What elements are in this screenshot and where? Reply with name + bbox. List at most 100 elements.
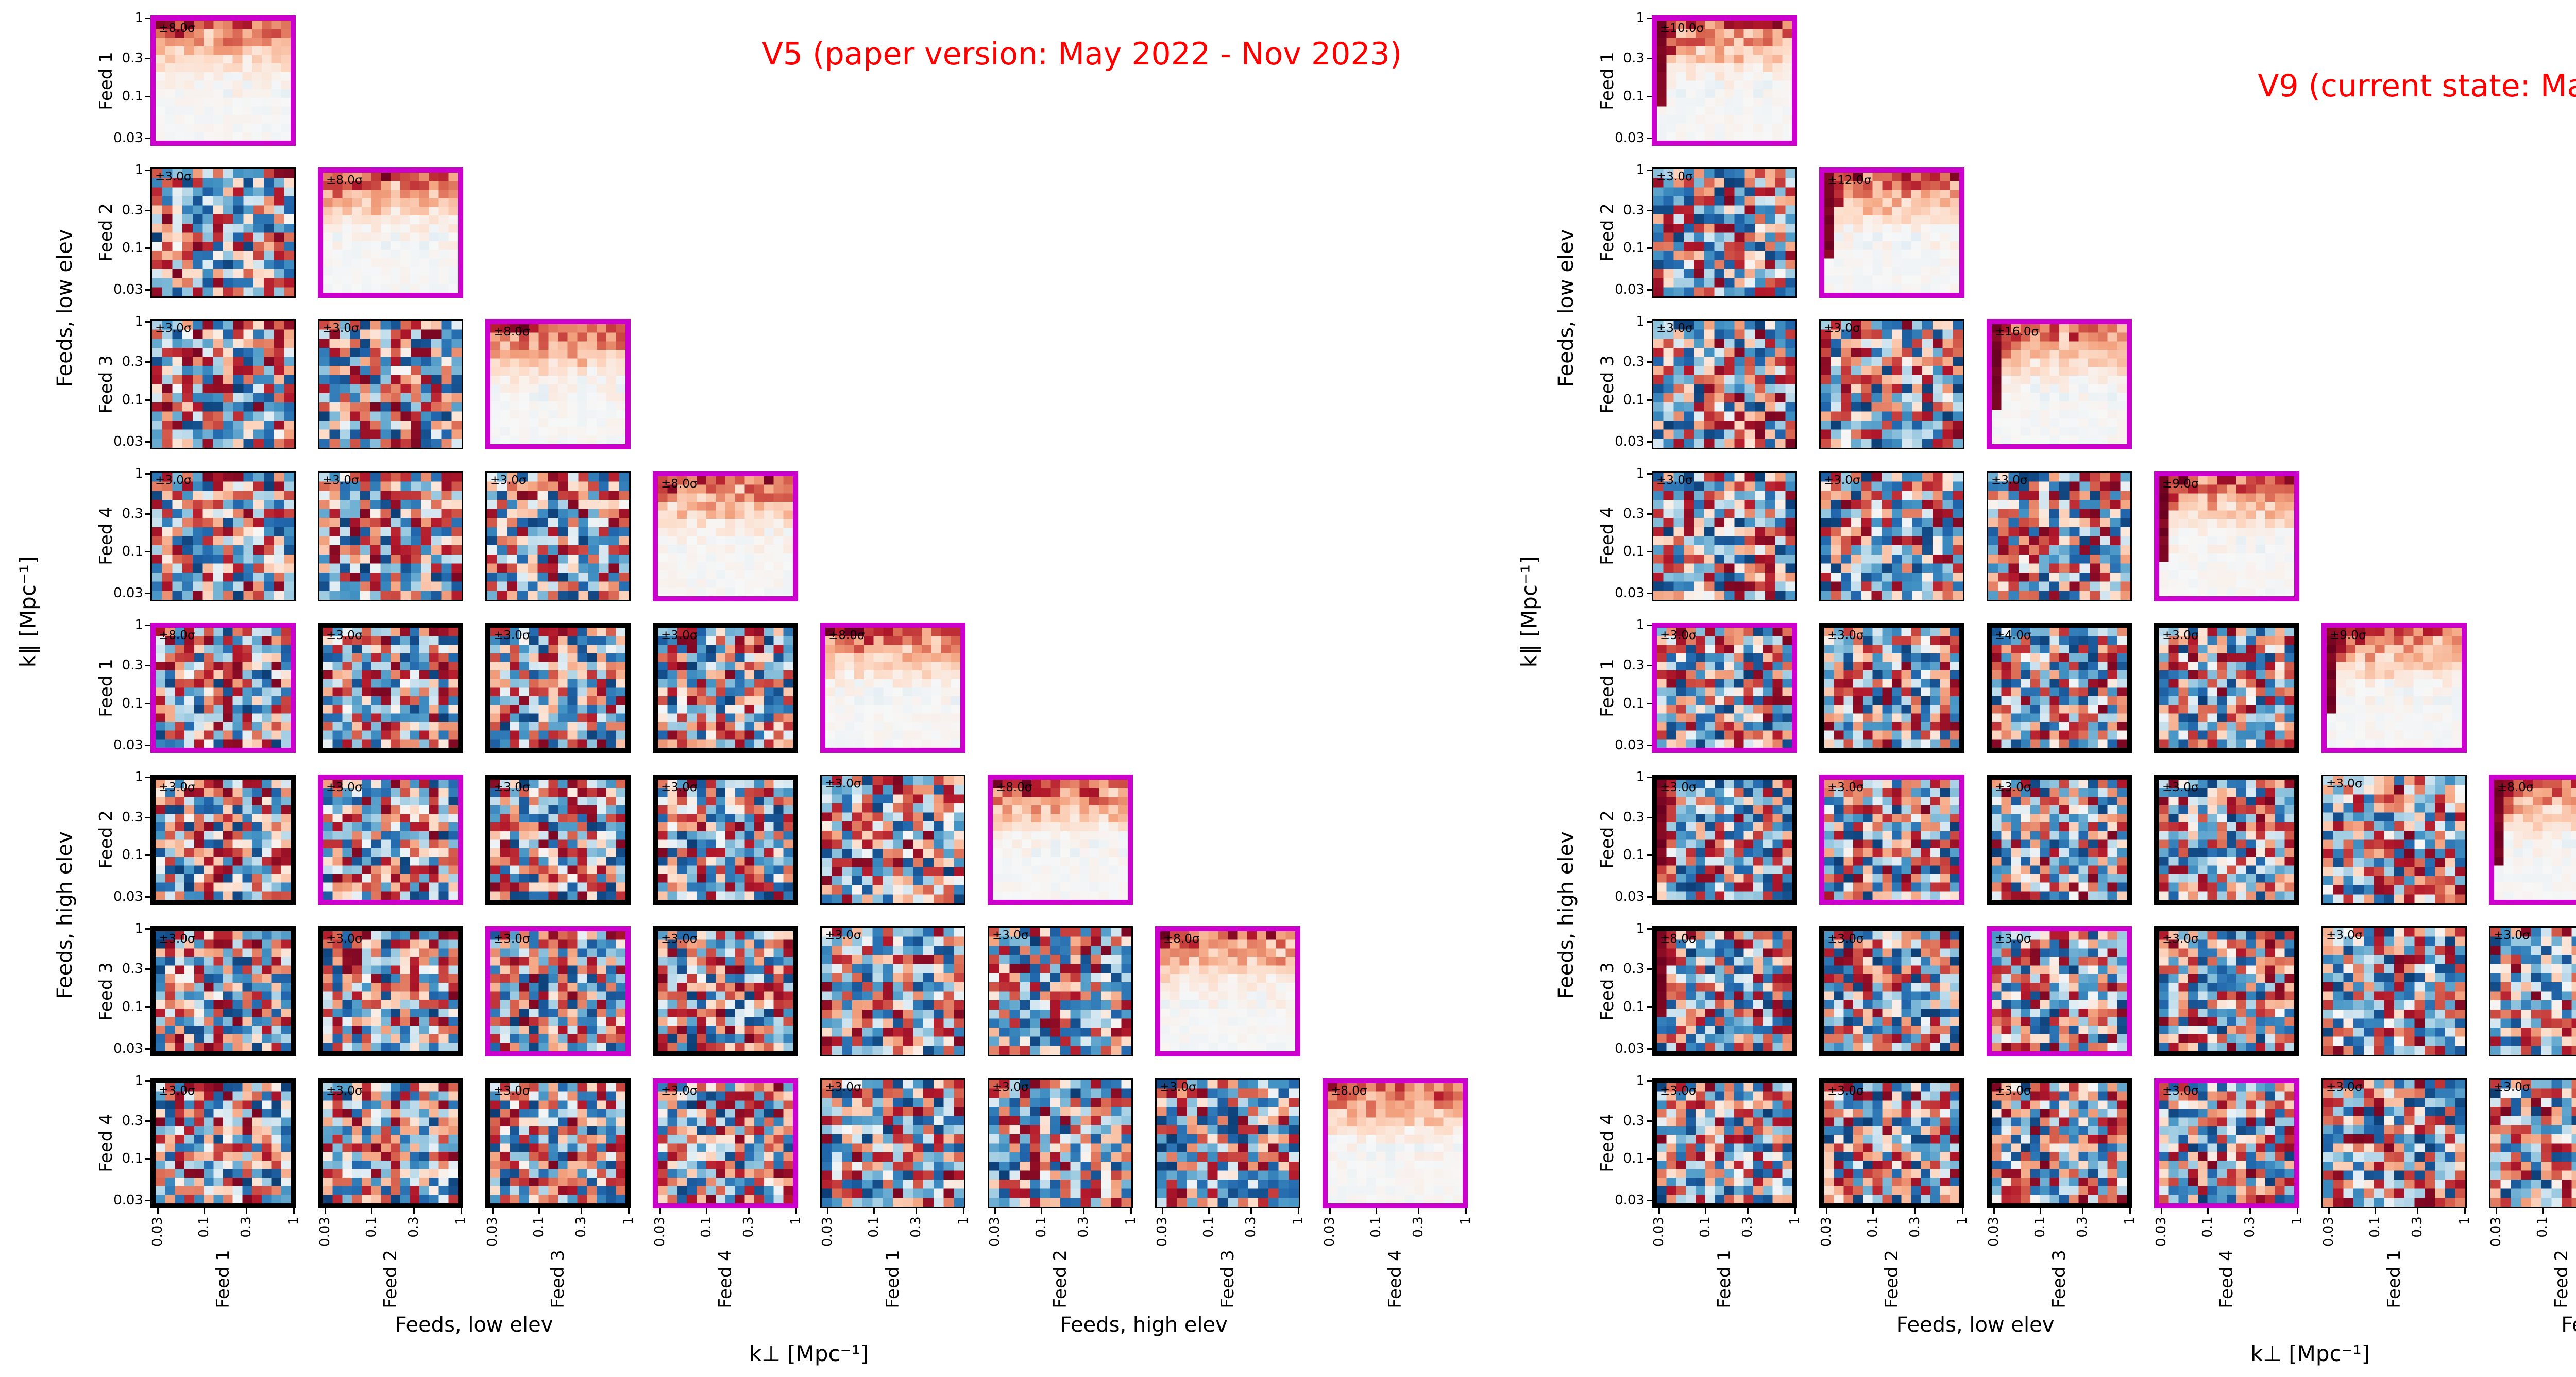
- x-tickmark: [706, 1208, 708, 1214]
- y-tick-label: 0.3: [122, 202, 143, 218]
- heatmap-cells: [1992, 324, 2127, 444]
- y-tick-label: 0.3: [122, 961, 143, 977]
- x-tick-label: 0.1: [2535, 1216, 2551, 1238]
- x-tick-label: 0.03: [1986, 1216, 2002, 1247]
- x-tick-label: 0.1: [1033, 1216, 1049, 1238]
- y-tickmark: [1647, 593, 1652, 595]
- heatmap-cells: [658, 1083, 793, 1203]
- y-tickmark: [145, 1158, 150, 1160]
- y-tick-label: 1: [134, 769, 143, 785]
- sigma-annotation: ±3.0σ: [1656, 473, 1693, 487]
- y-tick-label: 0.1: [1623, 544, 1645, 560]
- y-tickmark: [145, 702, 150, 704]
- x-tick-label: 0.3: [1076, 1216, 1092, 1238]
- row-feed-label: Feed 2: [1597, 203, 1618, 262]
- heatmap-panel-r6c5: ±3.0σ: [988, 926, 1133, 1056]
- heatmap-cells: [490, 931, 625, 1051]
- y-tickmark: [1647, 137, 1652, 139]
- y-tickmark: [1647, 321, 1652, 323]
- y-group-label-low: Feeds, low elev: [1554, 229, 1578, 388]
- y-tick-label: 0.3: [122, 658, 143, 674]
- heatmap-cells: [989, 928, 1131, 1055]
- y-tickmark: [1647, 1006, 1652, 1008]
- sigma-annotation: ±3.0σ: [2162, 629, 2199, 642]
- x-tickmark: [1418, 1208, 1420, 1214]
- x-tick-label: 0.3: [573, 1216, 589, 1238]
- heatmap-cells: [2490, 1079, 2576, 1207]
- y-tick-label: 1: [134, 465, 143, 481]
- heatmap-cells: [490, 628, 625, 748]
- heatmap-cells: [1992, 628, 2127, 748]
- x-tick-label: 0.03: [1322, 1216, 1338, 1247]
- row-feed-label: Feed 4: [96, 1114, 116, 1172]
- y-tickmark: [1647, 1158, 1652, 1160]
- x-tickmark: [1465, 1208, 1467, 1214]
- y-tick-label: 0.3: [122, 506, 143, 522]
- sigma-annotation: ±3.0σ: [661, 1084, 698, 1098]
- heatmap-panel-r3c1: ±3.0σ: [318, 471, 463, 601]
- col-feed-label: Feed 2: [2551, 1250, 2572, 1308]
- y-tick-label: 0.1: [1623, 999, 1645, 1015]
- sigma-annotation: ±3.0σ: [155, 322, 192, 335]
- y-tickmark: [145, 776, 150, 778]
- sigma-annotation: ±8.0σ: [828, 629, 865, 642]
- heatmap-cells: [1657, 779, 1792, 900]
- heatmap-cells: [993, 779, 1128, 900]
- x-tickmark: [994, 1208, 996, 1214]
- heatmap-panel-r5c2: ±3.0σ: [485, 774, 631, 905]
- sigma-annotation: ±3.0σ: [494, 932, 530, 946]
- y-tickmark: [1647, 1080, 1652, 1082]
- heatmap-panel-r6c3: ±3.0σ: [653, 926, 798, 1056]
- x-tickmark: [795, 1208, 797, 1214]
- heatmap-cells: [323, 628, 458, 748]
- y-tick-label: 0.03: [113, 1193, 143, 1208]
- heatmap-cells: [2323, 928, 2465, 1055]
- y-tick-label: 0.3: [122, 354, 143, 370]
- y-tickmark: [1647, 169, 1652, 171]
- x-tickmark: [1826, 1208, 1828, 1214]
- y-tickmark: [145, 18, 150, 20]
- heatmap-cells: [156, 1083, 291, 1203]
- sigma-annotation: ±3.0σ: [1827, 932, 1864, 946]
- y-tick-label: 0.1: [122, 999, 143, 1015]
- y-tick-label: 0.03: [1615, 585, 1645, 601]
- heatmap-panel-r7c3: ±3.0σ: [2154, 1078, 2299, 1208]
- x-tick-label: 0.1: [2200, 1216, 2216, 1238]
- y-tickmark: [1647, 361, 1652, 363]
- heatmap-cells: [323, 1083, 458, 1203]
- x-tickmark: [1297, 1208, 1299, 1214]
- sigma-annotation: ±3.0σ: [825, 929, 861, 942]
- sigma-annotation: ±16.0σ: [1995, 325, 2039, 339]
- heatmap-panel-r3c3: ±9.0σ: [2154, 471, 2299, 601]
- y-tick-label: 0.03: [1615, 130, 1645, 146]
- x-tick-label: 1: [1954, 1216, 1970, 1225]
- row-feed-label: Feed 2: [96, 203, 116, 262]
- heatmap-cells: [1824, 628, 1959, 748]
- heatmap-panel-r4c4: ±8.0σ: [820, 623, 965, 753]
- sigma-annotation: ±3.0σ: [2326, 929, 2363, 942]
- heatmap-cells: [1653, 472, 1795, 600]
- y-tick-label: 0.03: [113, 889, 143, 905]
- sigma-annotation: ±3.0σ: [2494, 1080, 2530, 1094]
- heatmap-cells: [490, 324, 625, 444]
- heatmap-cells: [822, 1079, 964, 1207]
- heatmap-panel-r6c6: ±8.0σ: [1155, 926, 1300, 1056]
- x-tickmark: [628, 1208, 630, 1214]
- col-feed-label: Feed 1: [213, 1250, 233, 1308]
- sigma-annotation: ±3.0σ: [326, 780, 363, 794]
- heatmap-panel-r3c2: ±3.0σ: [485, 471, 631, 601]
- col-feed-label: Feed 3: [548, 1250, 568, 1308]
- heatmap-cells: [2159, 1083, 2294, 1203]
- col-feed-label: Feed 4: [2216, 1250, 2237, 1308]
- heatmap-panel-r0c0: ±10.0σ: [1652, 15, 1797, 146]
- y-tick-label: 0.3: [1623, 202, 1645, 218]
- x-tick-label: 0.1: [2032, 1216, 2048, 1238]
- col-feed-label: Feed 2: [380, 1250, 401, 1308]
- y-group-label-high: Feeds, high elev: [53, 831, 77, 999]
- heatmap-panel-r3c2: ±3.0σ: [1987, 471, 2132, 601]
- x-tickmark: [1329, 1208, 1331, 1214]
- heatmap-cells: [490, 1083, 625, 1203]
- heatmap-cells: [658, 628, 793, 748]
- sigma-annotation: ±3.0σ: [1995, 1084, 2031, 1098]
- sigma-annotation: ±12.0σ: [1827, 173, 1872, 187]
